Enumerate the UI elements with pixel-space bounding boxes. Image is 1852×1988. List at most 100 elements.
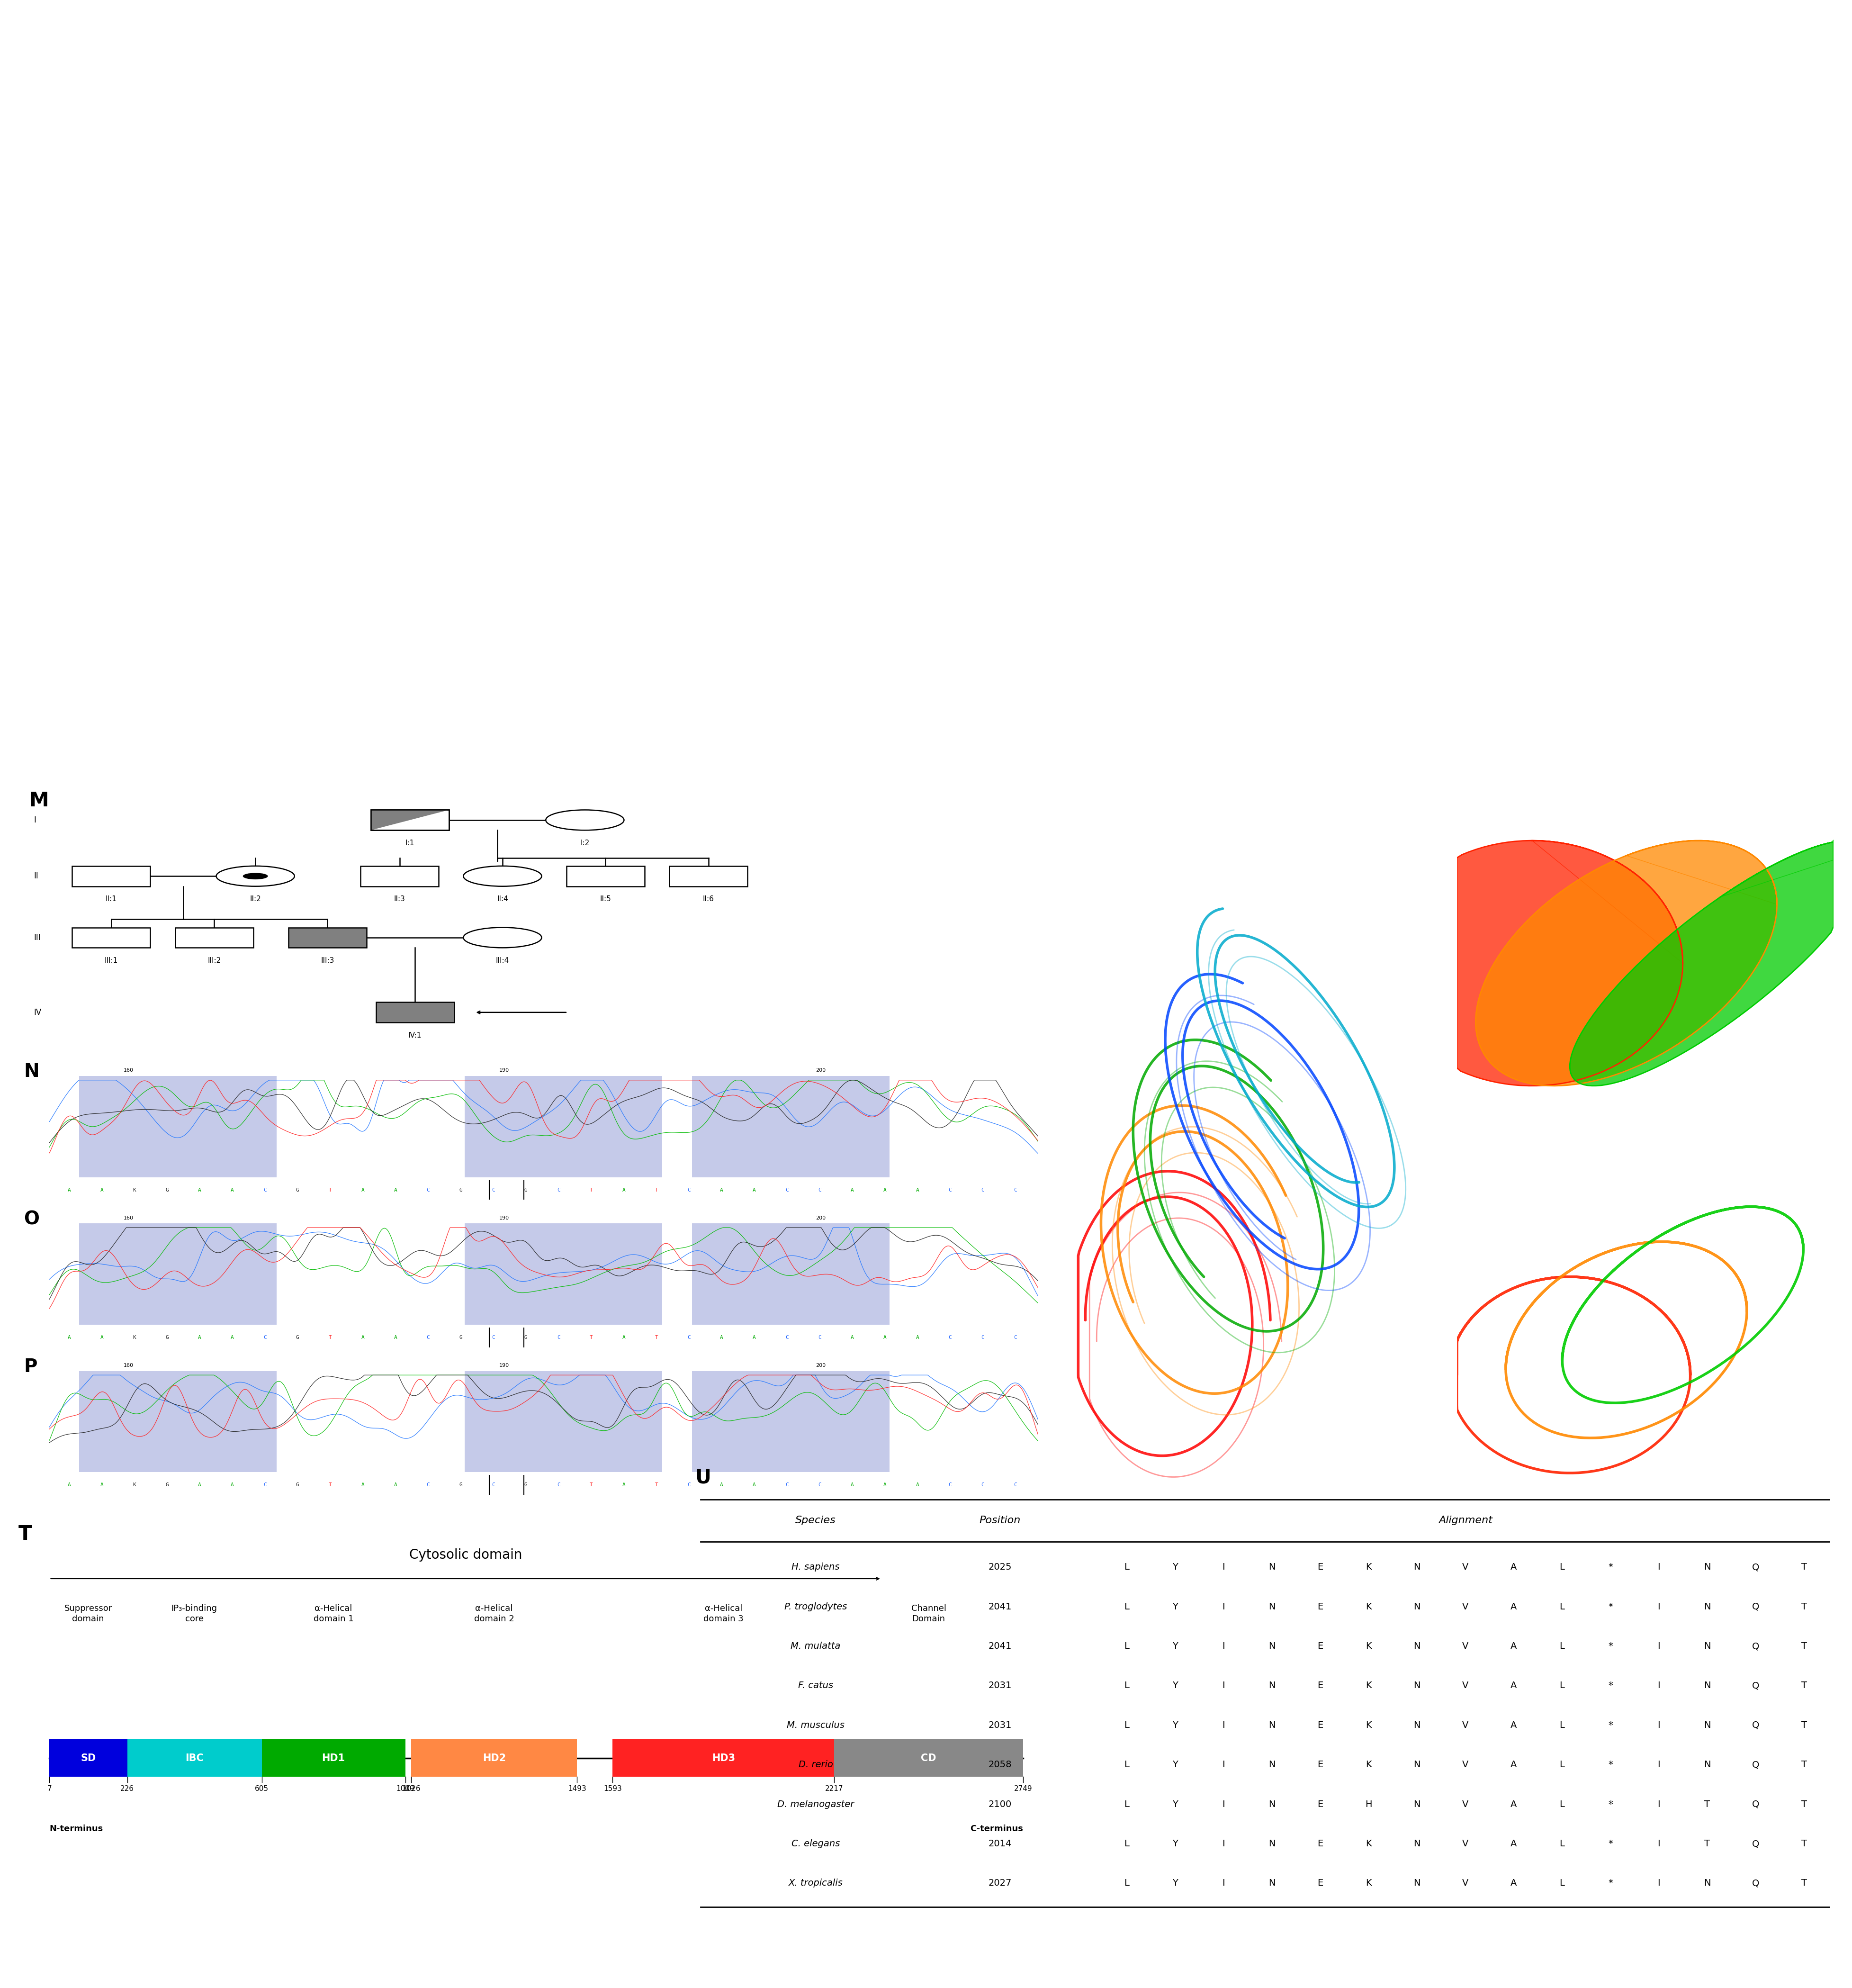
Text: K: K [1365, 1602, 1372, 1610]
Text: L: L [1124, 1602, 1130, 1610]
Text: T: T [1802, 1722, 1808, 1730]
Text: K: K [1365, 1759, 1372, 1769]
Text: T: T [1704, 1799, 1709, 1809]
Text: X. tropicalis: X. tropicalis [789, 1879, 843, 1889]
Text: I: I [1658, 1759, 1659, 1769]
Text: HD1: HD1 [322, 1753, 344, 1763]
Circle shape [463, 867, 541, 887]
Text: K: K [1365, 1642, 1372, 1650]
Text: V: V [1463, 1839, 1469, 1849]
Text: Channel
Domain: Channel Domain [911, 1604, 946, 1622]
Text: *: * [1608, 1759, 1613, 1769]
Text: N-terminus: N-terminus [50, 1825, 104, 1833]
Text: R: R [1476, 805, 1491, 825]
Text: T: T [1802, 1879, 1808, 1889]
Text: V: V [1463, 1759, 1469, 1769]
Bar [261, 1740, 406, 1777]
Text: *: * [1608, 1879, 1613, 1889]
Text: C-terminus: C-terminus [970, 1825, 1022, 1833]
Text: Q: Q [1752, 1879, 1759, 1889]
Text: II:6: II:6 [702, 897, 715, 903]
Text: I: I [1658, 1682, 1659, 1690]
Text: III:2: III:2 [207, 956, 220, 964]
Text: 1593: 1593 [604, 1785, 622, 1791]
Text: Alignment: Alignment [1439, 1515, 1493, 1525]
Text: N: N [1704, 1879, 1711, 1889]
Text: CD: CD [920, 1753, 937, 1763]
Polygon shape [567, 867, 644, 887]
Text: III:3: III:3 [320, 956, 333, 964]
Text: L: L [1559, 1799, 1565, 1809]
Text: L: L [1124, 1799, 1130, 1809]
Text: α-Helical
domain 3: α-Helical domain 3 [704, 1604, 743, 1622]
Text: M: M [30, 791, 48, 811]
Text: *: * [1608, 1642, 1613, 1650]
Text: I: I [1222, 1759, 1224, 1769]
Polygon shape [72, 928, 150, 948]
Text: V: V [1463, 1722, 1469, 1730]
Text: Y: Y [1172, 1722, 1178, 1730]
Text: I: I [1222, 1799, 1224, 1809]
Text: L: L [1765, 738, 1774, 751]
Text: L: L [1124, 1879, 1130, 1889]
Text: T: T [1802, 1563, 1808, 1573]
Text: Q: Q [1752, 1642, 1759, 1650]
Text: L: L [1124, 1682, 1130, 1690]
Text: N: N [1704, 1759, 1711, 1769]
Text: N: N [1704, 1602, 1711, 1610]
Text: N: N [1704, 1563, 1711, 1573]
Text: N: N [1269, 1839, 1276, 1849]
Text: Y: Y [1172, 1602, 1178, 1610]
Bar [128, 1740, 261, 1777]
Text: 2041: 2041 [989, 1642, 1011, 1650]
Polygon shape [370, 809, 448, 831]
Text: Q: Q [1752, 1759, 1759, 1769]
Text: N: N [1269, 1759, 1276, 1769]
Text: Q: Q [1752, 1602, 1759, 1610]
Text: I: I [1222, 1839, 1224, 1849]
Text: V: V [1463, 1879, 1469, 1889]
Text: F: F [287, 414, 302, 433]
Text: L: L [1124, 1722, 1130, 1730]
Text: III:4: III:4 [496, 956, 509, 964]
Text: E: E [1317, 1642, 1322, 1650]
Text: D. rerio: D. rerio [798, 1759, 833, 1769]
Text: H: H [1365, 1799, 1372, 1809]
Text: N: N [1269, 1602, 1276, 1610]
Text: *: * [1608, 1563, 1613, 1573]
Polygon shape [1570, 841, 1833, 1085]
Text: N: N [1413, 1602, 1420, 1610]
Text: T: T [19, 1525, 31, 1545]
Text: V: V [1463, 1682, 1469, 1690]
Text: T: T [1802, 1839, 1808, 1849]
Text: II:3: II:3 [394, 897, 406, 903]
Text: K: K [1365, 1879, 1372, 1889]
Text: D. melanogaster: D. melanogaster [778, 1799, 854, 1809]
Text: N: N [1704, 1722, 1711, 1730]
Text: A: A [1511, 1759, 1517, 1769]
Text: I:1: I:1 [406, 839, 415, 847]
Text: N: N [1269, 1642, 1276, 1650]
Text: IV:1: IV:1 [407, 1032, 422, 1040]
Text: H: H [806, 414, 822, 433]
Text: L: L [1082, 414, 1095, 433]
Text: Position: Position [980, 1515, 1020, 1525]
Text: Species: Species [795, 1515, 835, 1525]
Text: I: I [1222, 1879, 1224, 1889]
Text: III: III [33, 932, 41, 942]
Text: I: I [1222, 1722, 1224, 1730]
Polygon shape [669, 867, 748, 887]
Text: Y: Y [1172, 1839, 1178, 1849]
Text: E: E [1317, 1799, 1322, 1809]
Text: L: L [1559, 1602, 1565, 1610]
Text: M. mulatta: M. mulatta [791, 1642, 841, 1650]
Text: 2041: 2041 [989, 1602, 1011, 1610]
Text: Q: Q [1752, 1722, 1759, 1730]
Text: II:4: II:4 [496, 897, 507, 903]
Circle shape [546, 809, 624, 831]
Text: I:2: I:2 [580, 839, 589, 847]
Text: L: L [1559, 1642, 1565, 1650]
Text: U: U [694, 1467, 711, 1487]
Text: *: * [1608, 1839, 1613, 1849]
Text: I: I [1082, 32, 1089, 52]
